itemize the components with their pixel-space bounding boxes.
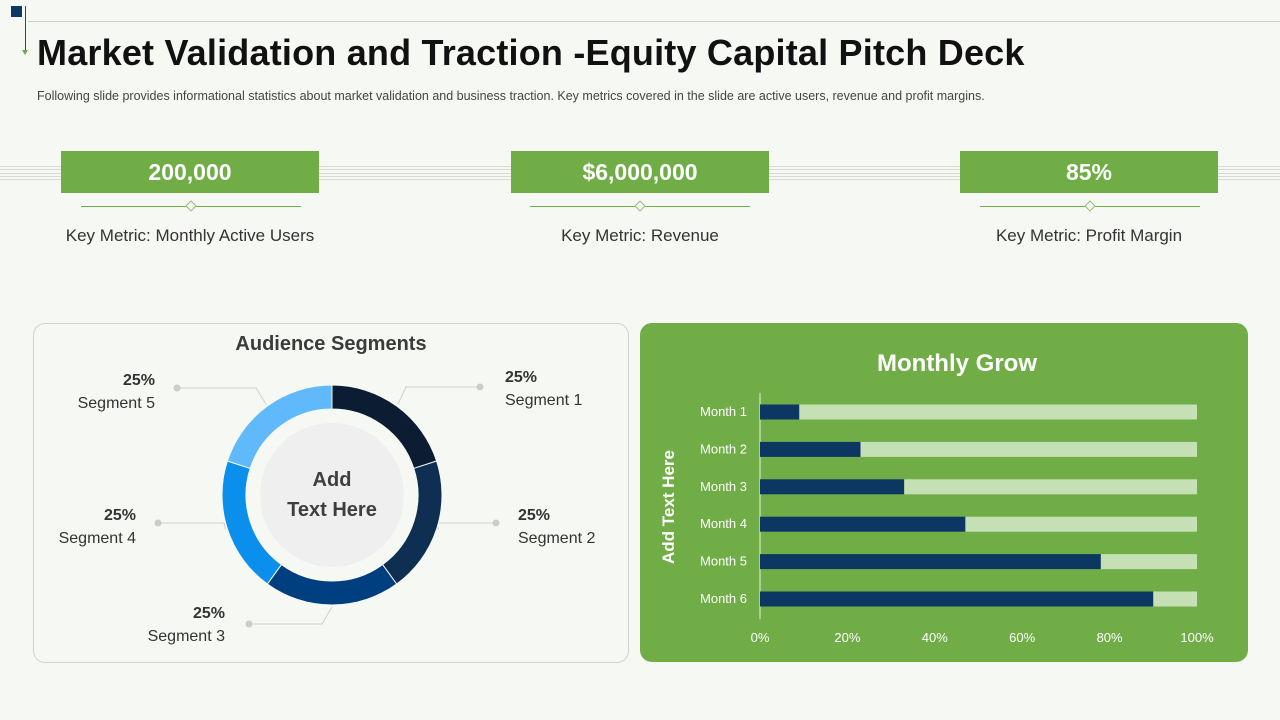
category-label-4: Month 4 (700, 516, 747, 531)
bar-marks (760, 404, 1197, 607)
leader-dot-4 (154, 519, 162, 527)
y-axis-label: Add Text Here (659, 450, 678, 564)
leader-dot-5 (173, 384, 181, 392)
leader-dot-1 (476, 383, 484, 391)
monthly-grow-panel: Monthly Grow Add Text Here Month 1 Month … (640, 323, 1248, 662)
diamond-icon (634, 200, 646, 212)
x-tick-label-1: 0% (751, 630, 770, 645)
segment-name-5: Segment 5 (78, 395, 155, 412)
leader-dot-3 (245, 620, 253, 628)
x-tick-label-3: 40% (922, 630, 948, 645)
leader-dot-2 (492, 519, 500, 527)
segment-name-3: Segment 3 (148, 628, 225, 645)
segment-percent-3: 25% (193, 605, 225, 622)
segment-percent-5: 25% (123, 372, 155, 389)
metric-value-active-users: 200,000 (61, 151, 319, 193)
bar-6-series-2 (1153, 591, 1197, 607)
x-tick-label-2: 20% (834, 630, 860, 645)
diamond-icon (1084, 200, 1096, 212)
diamond-icon (185, 200, 197, 212)
category-label-3: Month 3 (700, 479, 747, 494)
category-label-2: Month 2 (700, 441, 747, 456)
category-labels: Month 1 Month 2 Month 3 Month 4 Month 5 Month… (700, 404, 747, 606)
segment-percent-1: 25% (505, 369, 537, 386)
segment-name-1: Segment 1 (505, 392, 582, 409)
donut-segments (221, 384, 443, 606)
page-title: Market Validation and Traction -Equity C… (37, 32, 1025, 73)
donut-center-line-2: Text Here (287, 499, 377, 521)
bar-2-series-2 (860, 441, 1197, 457)
segment-labels: 25% Segment 1 25% Segment 2 25% Segment 3 25% S… (59, 369, 596, 645)
audience-segments-panel: Audience Segments Add Text Here 25% Segme… (33, 323, 629, 663)
leader-line-5 (177, 387, 267, 405)
leader-line-4 (158, 522, 226, 530)
category-label-5: Month 5 (700, 554, 747, 569)
segment-percent-4: 25% (104, 507, 136, 524)
corner-accent-arrow (22, 50, 28, 55)
bar-4-series-1 (760, 516, 966, 532)
bar-3-series-1 (760, 479, 905, 495)
monthly-grow-chart: Monthly Grow Add Text Here Month 1Month … (659, 350, 1214, 645)
x-tick-labels: 0% 20% 40% 60% 80% 100% (751, 630, 1214, 645)
leader-lines (154, 383, 500, 628)
leader-line-3 (249, 606, 333, 625)
chart-title: Monthly Grow (877, 350, 1037, 377)
metric-label-profit-margin: Key Metric: Profit Margin (995, 226, 1183, 245)
metric-value-profit-margin: 85% (960, 151, 1218, 193)
chart-title: Audience Segments (235, 333, 426, 355)
metric-value-revenue: $6,000,000 (511, 151, 769, 193)
category-label-6: Month 6 (700, 591, 747, 606)
leader-line-2 (435, 522, 496, 530)
donut-center (260, 423, 404, 567)
bar-4-series-2 (965, 516, 1197, 532)
segment-name-2: Segment 2 (518, 530, 595, 547)
leader-line-1 (397, 386, 480, 405)
bar-5-series-1 (760, 554, 1101, 570)
page-subtitle: Following slide provides informational s… (37, 89, 985, 103)
donut-slice-5 (226, 384, 333, 470)
donut-center-line-1: Add (313, 469, 352, 491)
metric-label-active-users: Key Metric: Monthly Active Users (65, 226, 315, 245)
bar-1-series-1 (760, 404, 800, 420)
bar-2-series-1 (760, 441, 861, 457)
bar-5-series-2 (1100, 554, 1197, 570)
segment-name-4: Segment 4 (59, 530, 136, 547)
bar-3-series-2 (904, 479, 1197, 495)
category-label-1: Month 1 (700, 404, 747, 419)
bar-6-series-1 (760, 591, 1154, 607)
x-tick-label-4: 60% (1009, 630, 1035, 645)
x-tick-label-6: 100% (1180, 630, 1214, 645)
bar-1-series-2 (799, 404, 1197, 420)
segment-percent-2: 25% (518, 507, 550, 524)
corner-accent-line (25, 6, 26, 52)
x-tick-label-5: 80% (1097, 630, 1123, 645)
header-rule (28, 21, 1280, 22)
corner-accent-square (11, 6, 22, 17)
audience-segments-chart: Audience Segments Add Text Here 25% Segme… (59, 333, 596, 645)
metric-label-revenue: Key Metric: Revenue (561, 226, 719, 245)
